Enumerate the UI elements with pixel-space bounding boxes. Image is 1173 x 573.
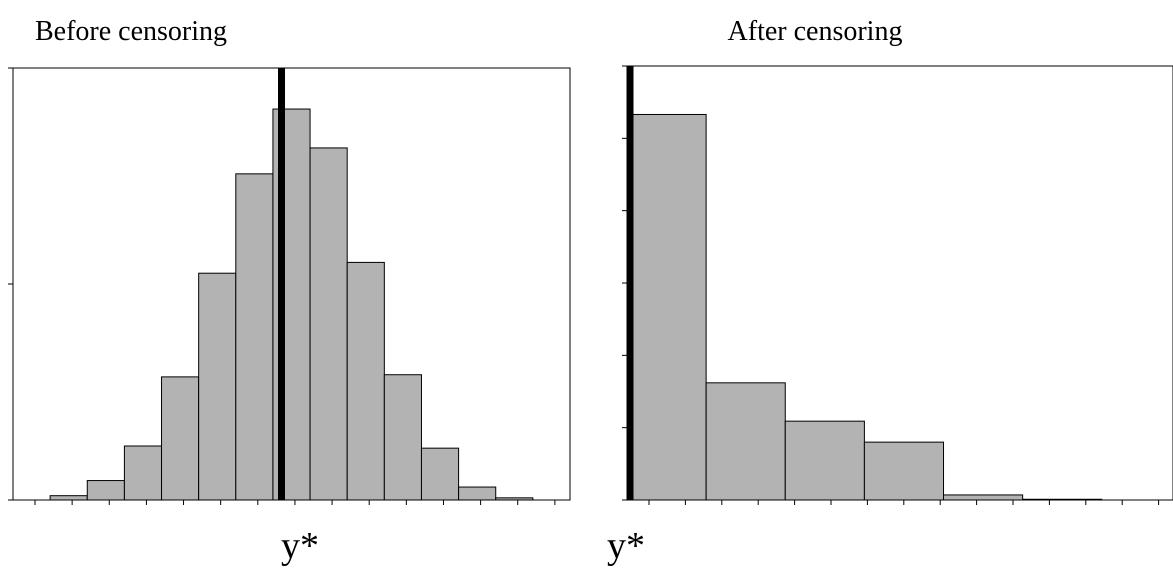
bar bbox=[309, 147, 348, 501]
bar bbox=[458, 486, 497, 501]
chart-title: After censoring bbox=[728, 16, 903, 47]
bar bbox=[495, 497, 534, 501]
bar bbox=[626, 113, 707, 501]
bar bbox=[943, 494, 1024, 501]
bar bbox=[1022, 498, 1103, 501]
bar bbox=[346, 261, 385, 501]
x-axis-label: y* bbox=[607, 525, 645, 567]
bar bbox=[863, 441, 945, 501]
bar bbox=[49, 495, 88, 501]
bar bbox=[235, 173, 274, 501]
bar bbox=[198, 272, 237, 501]
bar bbox=[420, 447, 460, 501]
bar bbox=[123, 445, 163, 501]
bar bbox=[705, 382, 786, 501]
bar bbox=[161, 376, 200, 501]
bar bbox=[383, 374, 422, 501]
chart-title: Before censoring bbox=[35, 16, 227, 47]
bar bbox=[86, 480, 125, 501]
x-axis-label: y* bbox=[281, 525, 319, 567]
bar bbox=[784, 420, 865, 501]
